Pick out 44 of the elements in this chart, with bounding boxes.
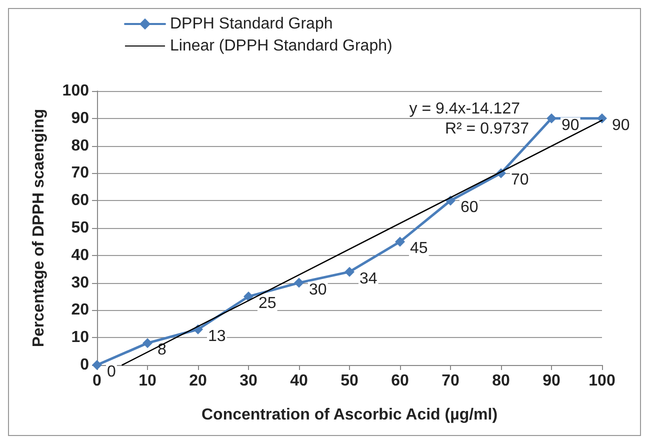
legend-label: Linear (DPPH Standard Graph) [170, 38, 392, 54]
point [142, 338, 152, 348]
y-tick-label: 90 [71, 110, 90, 127]
x-tick-label: 10 [138, 372, 156, 390]
y-tick-label: 80 [71, 137, 90, 154]
point [294, 278, 304, 288]
data-label: 13 [208, 328, 226, 345]
data-label: 45 [410, 240, 428, 258]
point [597, 113, 607, 124]
data-label: 90 [562, 116, 580, 134]
data-label: 30 [309, 281, 327, 298]
x-tick-label: 60 [391, 372, 409, 390]
x-tick-label: 30 [240, 372, 258, 390]
x-tick-label: 100 [588, 372, 616, 390]
point [344, 266, 354, 277]
point [546, 113, 556, 124]
y-tick-label: 60 [71, 192, 90, 210]
y-axis-title: Percentage of DPPH scaenging [30, 108, 48, 348]
x-tick-label: 90 [542, 372, 560, 390]
x-tick-label: 20 [189, 372, 207, 390]
y-tick-label: 0 [80, 356, 90, 374]
x-tick-label: 40 [290, 372, 308, 390]
x-tick-label: 50 [340, 372, 358, 390]
point [244, 292, 254, 302]
y-tick-label: 30 [71, 274, 90, 292]
y-tick-label: 50 [71, 220, 90, 236]
y-tick-label: 20 [71, 302, 90, 319]
data-label: 34 [360, 270, 378, 288]
point [395, 236, 405, 247]
y-tick-label: 70 [71, 164, 90, 182]
x-tick-label: 70 [442, 372, 460, 390]
data-label: 25 [258, 295, 276, 312]
legend-label: DPPH Standard Graph [170, 16, 333, 32]
x-tick-label: 0 [92, 372, 102, 390]
data-label: 70 [511, 172, 529, 189]
x-tick-label: 80 [492, 372, 510, 390]
y-tick-label: 40 [71, 246, 90, 264]
y-tick-label: 10 [71, 329, 90, 346]
y-tick-label: 100 [62, 82, 90, 100]
annotation: R² = 0.9737 [444, 120, 530, 138]
data-label: 60 [460, 199, 478, 216]
annotation: y = 9.4x-14.127 [409, 100, 520, 118]
data-label: 90 [612, 116, 630, 134]
x-axis-title: Concentration of Ascorbic Acid (µg/ml) [201, 406, 498, 424]
